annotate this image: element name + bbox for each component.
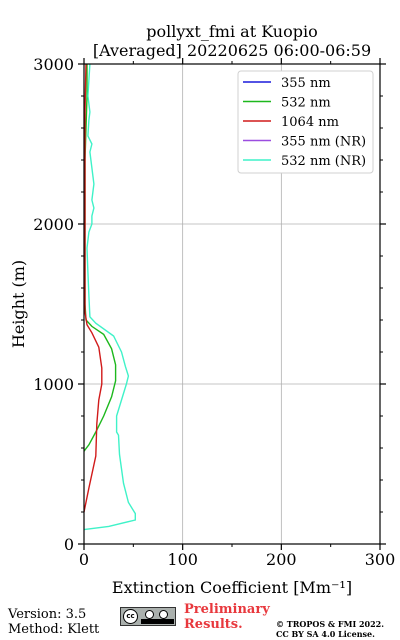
method-text: Method: Klett xyxy=(8,622,100,637)
license-strip xyxy=(141,619,174,624)
legend-label: 532 nm (NR) xyxy=(281,154,366,169)
copyright-line2: CC BY SA 4.0 License. xyxy=(276,629,375,639)
series-lines xyxy=(83,63,136,531)
x-tick-label: 0 xyxy=(79,550,89,569)
cc-icon: cc xyxy=(123,609,138,624)
series-line-1064-nm xyxy=(83,63,103,513)
x-axis-label: Extinction Coefficient [Mm⁻¹] xyxy=(112,578,352,597)
sa-icon xyxy=(159,610,168,619)
x-tick-label: 300 xyxy=(365,550,396,569)
preliminary-notice: Preliminary Results. xyxy=(184,602,270,632)
y-tick-label: 0 xyxy=(64,535,74,554)
chart-subtitle: [Averaged] 20220625 06:00-06:59 xyxy=(92,41,372,60)
legend-label: 355 nm xyxy=(281,76,331,91)
legend-label: 355 nm (NR) xyxy=(281,135,366,150)
x-tick-label: 100 xyxy=(167,550,198,569)
copyright-notice: © TROPOS & FMI 2022. CC BY SA 4.0 Licens… xyxy=(276,619,384,639)
legend-label: 532 nm xyxy=(281,96,331,111)
y-tick-label: 2000 xyxy=(33,215,74,234)
y-axis-label: Height (m) xyxy=(9,260,28,348)
legend-label: 1064 nm xyxy=(281,115,339,130)
cc-license-logo: cc xyxy=(120,607,176,626)
legend: 355 nm 532 nm 1064 nm 355 nm (NR) 532 nm (NR… xyxy=(237,70,374,174)
x-tick-label: 200 xyxy=(266,550,297,569)
by-icon xyxy=(145,610,154,619)
y-tick-label: 1000 xyxy=(33,375,74,394)
y-tick-label: 3000 xyxy=(33,55,74,74)
legend-box xyxy=(237,70,374,174)
version-text: Version: 3.5 xyxy=(8,607,87,622)
copyright-line1: © TROPOS & FMI 2022. xyxy=(276,619,385,629)
chart-title: pollyxt_fmi at Kuopio xyxy=(146,22,318,41)
series-line-532-nm-nr- xyxy=(83,63,136,531)
preliminary-line2: Results. xyxy=(184,617,243,632)
preliminary-line1: Preliminary xyxy=(184,602,270,617)
